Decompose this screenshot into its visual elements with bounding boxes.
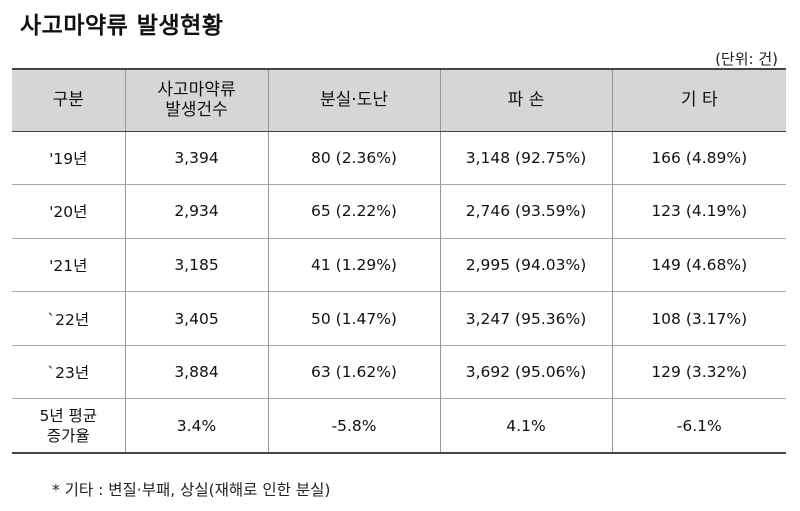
cell-total: 2,934 [124, 184, 269, 239]
cell-lost-stolen: 80 (2.36%) [267, 131, 441, 186]
incident-table: 구분 사고마약류 발생건수 분실·도난 파 손 기 타 '19년 3,394 8… [12, 68, 786, 454]
table-header-row: 구분 사고마약류 발생건수 분실·도난 파 손 기 타 [12, 68, 786, 132]
table-row: '19년 3,394 80 (2.36%) 3,148 (92.75%) 166… [12, 131, 786, 186]
table-row: '21년 3,185 41 (1.29%) 2,995 (94.03%) 149… [12, 238, 786, 293]
header-lost-stolen: 분실·도난 [267, 68, 441, 132]
table-row: '20년 2,934 65 (2.22%) 2,746 (93.59%) 123… [12, 184, 786, 239]
cell-other: 129 (3.32%) [611, 345, 786, 400]
table-row-average-growth: 5년 평균 증가율 3.4% -5.8% 4.1% -6.1% [12, 398, 786, 454]
table-row: `23년 3,884 63 (1.62%) 3,692 (95.06%) 129… [12, 345, 786, 400]
row-label-average-growth: 5년 평균 증가율 [12, 398, 126, 454]
cell-other: 149 (4.68%) [611, 238, 786, 293]
cell-other: 166 (4.89%) [611, 131, 786, 186]
header-category: 구분 [12, 68, 126, 132]
cell-lost-stolen: 63 (1.62%) [267, 345, 441, 400]
cell-lost-stolen: 50 (1.47%) [267, 291, 441, 346]
header-other: 기 타 [611, 68, 786, 132]
cell-total: 3,405 [124, 291, 269, 346]
cell-total: 3,884 [124, 345, 269, 400]
row-year: '20년 [12, 184, 126, 239]
table-row: `22년 3,405 50 (1.47%) 3,247 (95.36%) 108… [12, 291, 786, 346]
cell-damaged: 3,247 (95.36%) [439, 291, 613, 346]
cell-other: -6.1% [611, 398, 786, 454]
cell-damaged: 3,692 (95.06%) [439, 345, 613, 400]
cell-total: 3,394 [124, 131, 269, 186]
cell-damaged: 4.1% [439, 398, 613, 454]
row-year: `23년 [12, 345, 126, 400]
page-title: 사고마약류 발생현황 [20, 13, 224, 39]
footnote: * 기타 : 변질·부패, 상실(재해로 인한 분실) [52, 481, 331, 499]
cell-other: 123 (4.19%) [611, 184, 786, 239]
cell-lost-stolen: -5.8% [267, 398, 441, 454]
cell-damaged: 2,746 (93.59%) [439, 184, 613, 239]
cell-lost-stolen: 65 (2.22%) [267, 184, 441, 239]
cell-damaged: 2,995 (94.03%) [439, 238, 613, 293]
cell-damaged: 3,148 (92.75%) [439, 131, 613, 186]
row-year: '21년 [12, 238, 126, 293]
cell-total: 3,185 [124, 238, 269, 293]
row-year: `22년 [12, 291, 126, 346]
cell-other: 108 (3.17%) [611, 291, 786, 346]
unit-label: (단위: 건) [715, 50, 778, 68]
cell-total: 3.4% [124, 398, 269, 454]
header-damaged: 파 손 [439, 68, 613, 132]
cell-lost-stolen: 41 (1.29%) [267, 238, 441, 293]
header-total-count: 사고마약류 발생건수 [124, 68, 269, 132]
row-year: '19년 [12, 131, 126, 186]
